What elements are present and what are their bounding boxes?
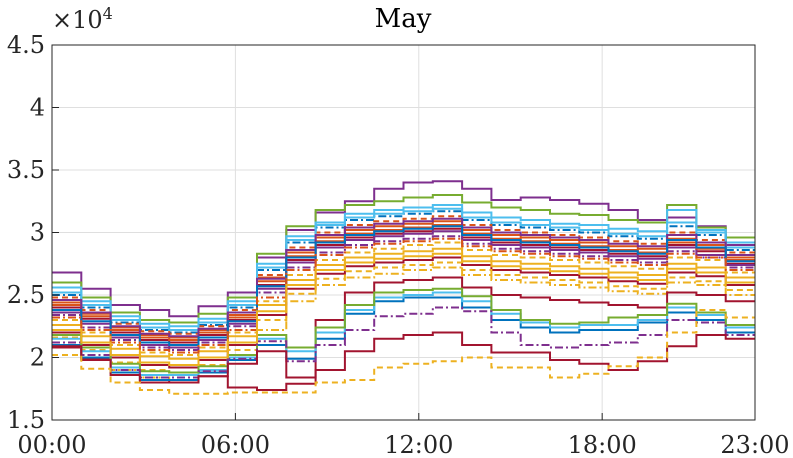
series-line-day-07 <box>52 241 755 356</box>
series-line-day-17 <box>52 225 755 346</box>
chart-title: May <box>375 4 432 34</box>
series-group <box>52 180 755 395</box>
series-line-day-11 <box>52 247 755 360</box>
x-tick-label: 18:00 <box>568 431 637 458</box>
y-tick-label: 2 <box>30 344 45 372</box>
series-line-day-12 <box>52 207 755 331</box>
series-line-day-02 <box>52 194 755 324</box>
series-line-day-03 <box>52 204 755 328</box>
y-tick-label: 1.5 <box>7 406 45 434</box>
x-tick-label: 06:00 <box>201 431 270 458</box>
series-line-day-25 <box>52 309 755 395</box>
series-line-day-16 <box>52 217 755 338</box>
series-line-day-14 <box>52 256 755 369</box>
y-multiplier-exponent: 4 <box>103 4 113 23</box>
series-line-day-22 <box>52 287 755 374</box>
series-line-day-01 <box>52 180 755 318</box>
y-tick-label: 2.5 <box>7 281 45 309</box>
y-multiplier-base: ×10 <box>52 6 103 34</box>
series-line-day-26 <box>52 237 755 354</box>
series-line-day-27 <box>52 252 755 366</box>
series-line-day-10 <box>52 230 755 349</box>
y-tick-label: 3 <box>30 219 45 247</box>
x-tick-label: 12:00 <box>384 431 453 458</box>
x-tick-label: 23:00 <box>720 431 789 458</box>
y-multiplier: ×104 <box>52 4 113 34</box>
y-tick-label: 4 <box>30 94 45 122</box>
series-line-day-21 <box>52 291 755 376</box>
ticks <box>51 44 756 421</box>
y-tick-label: 4.5 <box>7 31 45 59</box>
tick-labels: 00:00 06:00 12:00 18:00 23:00 1.5 2 2.5 3 3.5 4 4.5 <box>7 31 790 458</box>
x-tick-label: 00:00 <box>17 431 86 458</box>
y-tick-label: 3.5 <box>7 156 45 184</box>
series-line-day-23 <box>52 306 755 379</box>
